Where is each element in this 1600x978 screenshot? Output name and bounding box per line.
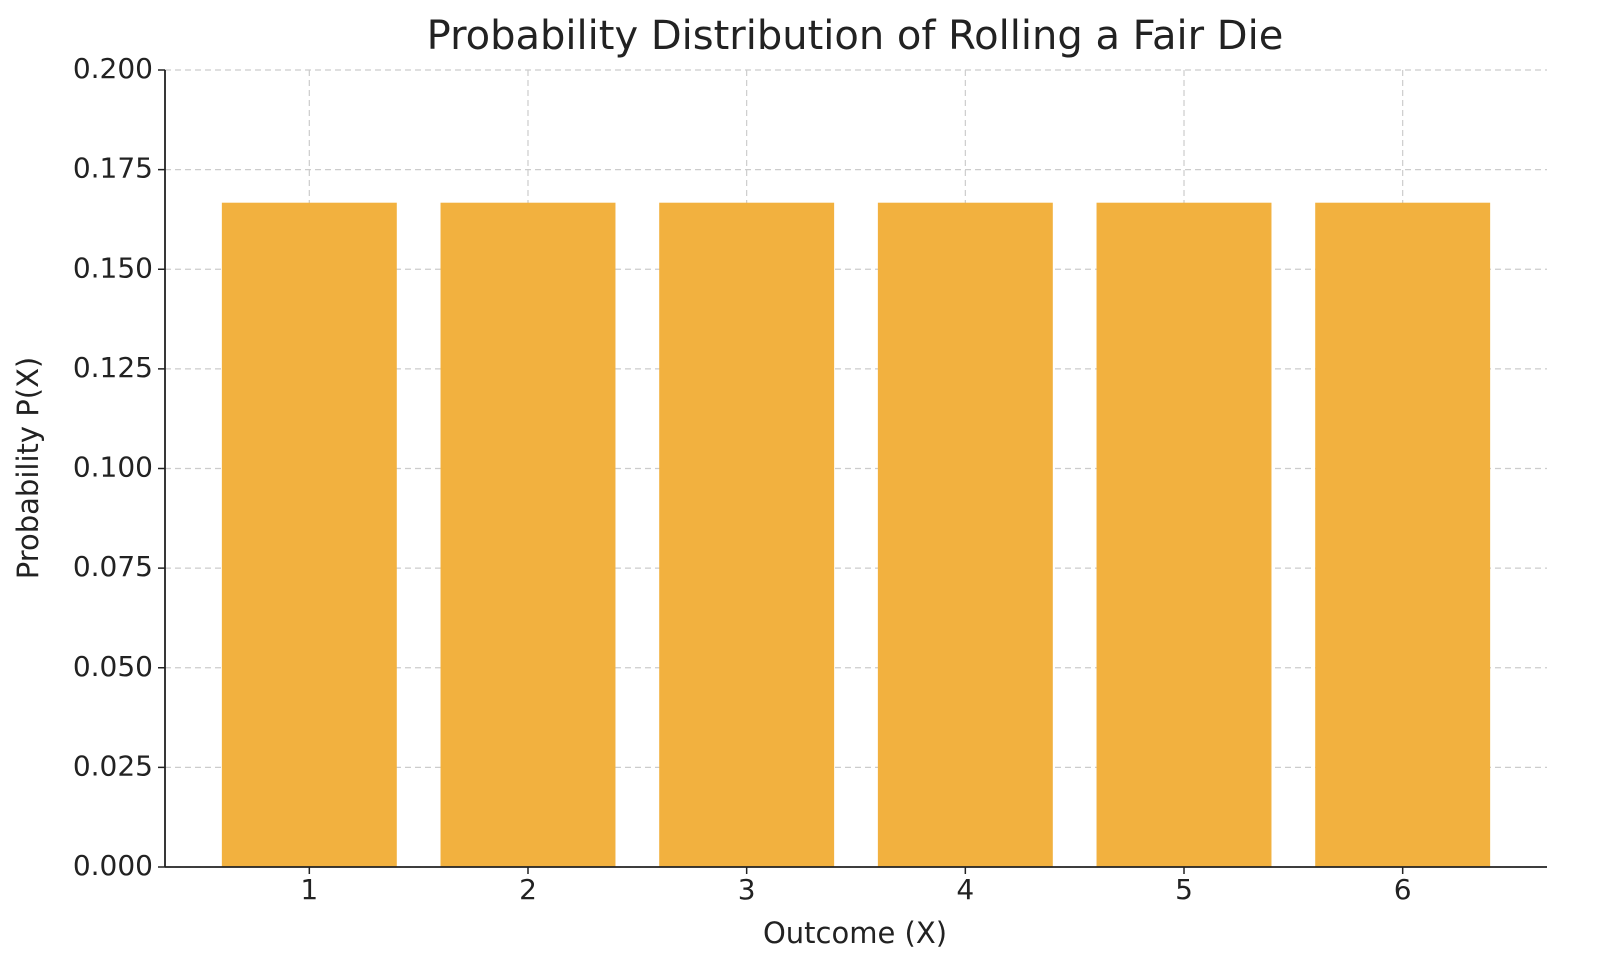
- bars: [221, 202, 1491, 867]
- bar: [659, 202, 835, 867]
- x-tick-label: 3: [738, 873, 756, 906]
- y-tick-label: 0.025: [73, 749, 153, 782]
- bar: [877, 202, 1053, 867]
- y-tick-label: 0.175: [73, 152, 153, 185]
- y-tick-label: 0.125: [73, 351, 153, 384]
- y-tick-label: 0.100: [73, 451, 153, 484]
- axes: 0.000 0.025 0.050 0.075 0.100 0.125 0.150 0.175…: [73, 52, 1547, 906]
- y-tick-label: 0.200: [73, 52, 153, 85]
- x-tick-label: 6: [1394, 873, 1412, 906]
- bar: [221, 202, 397, 867]
- x-tick-label: 4: [956, 873, 974, 906]
- y-tick-label: 0.075: [73, 550, 153, 583]
- y-tick-label: 0.000: [73, 849, 153, 882]
- x-tick-label: 5: [1175, 873, 1193, 906]
- x-tick-label: 1: [300, 873, 318, 906]
- y-axis-label: Probability P(X): [11, 357, 45, 580]
- bar: [440, 202, 616, 867]
- bar: [1315, 202, 1491, 867]
- bar: [1096, 202, 1272, 867]
- y-tick-label: 0.050: [73, 650, 153, 683]
- chart-title: Probability Distribution of Rolling a Fa…: [427, 13, 1284, 59]
- y-tick-label: 0.150: [73, 251, 153, 284]
- x-tick-label: 2: [519, 873, 537, 906]
- x-axis-label: Outcome (X): [763, 916, 947, 950]
